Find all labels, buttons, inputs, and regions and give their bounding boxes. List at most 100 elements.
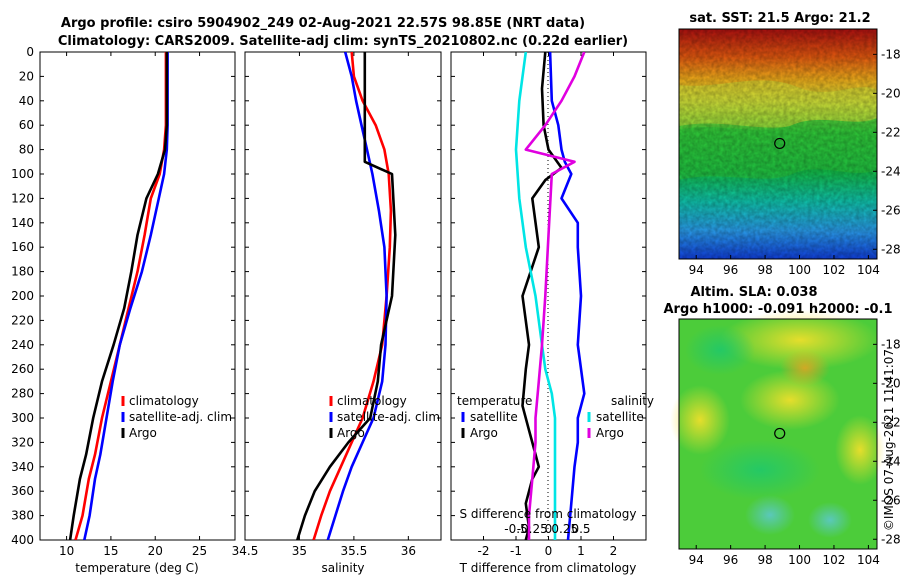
s-tick-label: 0.5 — [571, 522, 590, 536]
temperature-axes — [39, 51, 236, 541]
x-tick-label: 25 — [192, 544, 207, 558]
sst-texture — [679, 29, 877, 259]
series-line-argo — [68, 52, 169, 540]
salinity-xlabel: salinity — [321, 561, 364, 575]
s-tick-label: 0 — [545, 522, 553, 536]
depth-tick-label: 380 — [11, 509, 34, 523]
copyright-text: ©IMOS 07-Aug-2021 11:41:07 — [882, 349, 896, 531]
depth-tick-label: 400 — [11, 533, 34, 547]
x-tick-label: 34.5 — [232, 544, 259, 558]
legend-label-t-satellite: satellite — [470, 410, 518, 424]
x-tick-label: 35.5 — [341, 544, 368, 558]
depth-tick-label: 60 — [19, 118, 34, 132]
x-tick-label: 10 — [59, 544, 74, 558]
salinity-axes — [244, 51, 442, 541]
sla-low-2 — [808, 502, 852, 538]
sst-map-title: sat. SST: 21.5 Argo: 21.2 — [689, 11, 870, 26]
figure-title-line2: Climatology: CARS2009. Satellite-adj cli… — [58, 34, 628, 49]
difference-xlabel: T difference from climatology — [459, 561, 637, 575]
depth-tick-label: 360 — [11, 484, 34, 498]
sla-map-frame — [678, 318, 878, 550]
sst-map-frame — [678, 28, 878, 260]
s-tick-label: 0.25 — [551, 522, 578, 536]
series-line-satellite-adj-clim — [326, 52, 388, 540]
sla-high-west — [670, 385, 730, 455]
depth-tick-label: 180 — [11, 265, 34, 279]
lat-tick-label: -18 — [881, 47, 900, 61]
depth-tick-label: 240 — [11, 338, 34, 352]
x-tick-label: 35 — [292, 544, 307, 558]
legend-label-t-argo: Argo — [470, 426, 498, 440]
depth-tick-label: 20 — [19, 69, 34, 83]
depth-tick-label: 320 — [11, 435, 34, 449]
depth-tick-label: 100 — [11, 167, 34, 181]
x-tick-label: 20 — [148, 544, 163, 558]
lat-tick-label: -22 — [881, 415, 900, 429]
legend-label-climatology: climatology — [337, 394, 407, 408]
series-line-salinity-argo — [524, 52, 586, 540]
sla-low-south — [700, 440, 820, 500]
depth-tick-label: 160 — [11, 240, 34, 254]
x-tick-label: 36 — [401, 544, 416, 558]
depth-tick-label: 200 — [11, 289, 34, 303]
sla-low-nw — [685, 325, 755, 375]
x-tick-label: -2 — [478, 544, 490, 558]
lon-tick-label: 102 — [823, 263, 846, 277]
legend-label-satellite: satellite-adj. clim — [337, 410, 440, 424]
sla-high-north — [720, 310, 880, 370]
lon-tick-label: 102 — [823, 553, 846, 567]
sst-map — [678, 28, 878, 260]
legend-label-climatology: climatology — [129, 394, 199, 408]
depth-tick-label: 220 — [11, 313, 34, 327]
difference-legend: temperature satellite Argo salinity sate… — [457, 394, 654, 440]
s-tick-label: -0.25 — [517, 522, 548, 536]
series-line-climatology — [74, 52, 168, 540]
lat-tick-label: -24 — [881, 164, 900, 178]
depth-tick-label: 340 — [11, 460, 34, 474]
x-tick-label: 15 — [103, 544, 118, 558]
x-tick-label: 1 — [577, 544, 585, 558]
series-line-salinity-satellite — [514, 52, 557, 540]
lat-tick-label: -28 — [881, 532, 900, 546]
depth-tick-label: 0 — [26, 45, 34, 59]
lon-tick-label: 98 — [757, 263, 772, 277]
lon-tick-label: 94 — [689, 553, 704, 567]
series-line-temperature-satellite — [548, 52, 586, 540]
lat-tick-label: -26 — [881, 493, 900, 507]
lat-tick-label: -26 — [881, 203, 900, 217]
sla-high-centre — [740, 370, 840, 430]
lon-tick-label: 104 — [857, 263, 880, 277]
legend-label-satellite: satellite-adj. clim — [129, 410, 232, 424]
s-difference-label: S difference from climatology — [460, 507, 637, 521]
lon-tick-label: 104 — [857, 553, 880, 567]
lon-tick-label: 100 — [788, 553, 811, 567]
sst-float-marker — [774, 137, 786, 150]
lat-tick-label: -28 — [881, 242, 900, 256]
figure-title-line1: Argo profile: csiro 5904902_249 02-Aug-2… — [61, 16, 585, 31]
lat-tick-label: -20 — [881, 86, 900, 100]
lat-tick-label: -22 — [881, 125, 900, 139]
series-line-argo — [296, 52, 397, 540]
sla-map — [670, 310, 885, 550]
lon-tick-label: 94 — [689, 263, 704, 277]
lon-tick-label: 98 — [757, 553, 772, 567]
lat-tick-label: -20 — [881, 376, 900, 390]
legend-label-s-satellite: satellite — [596, 410, 644, 424]
lat-tick-label: -24 — [881, 454, 900, 468]
x-tick-label: 2 — [610, 544, 618, 558]
lon-tick-label: 96 — [723, 263, 738, 277]
sla-low-1 — [745, 495, 795, 535]
legend-label-argo: Argo — [337, 426, 365, 440]
lon-tick-label: 100 — [788, 263, 811, 277]
lon-tick-label: 96 — [723, 553, 738, 567]
depth-tick-label: 40 — [19, 94, 34, 108]
depth-tick-label: 280 — [11, 387, 34, 401]
legend-title-temperature: temperature — [457, 394, 532, 408]
temperature-legend: climatology satellite-adj. clim Argo — [121, 394, 232, 440]
depth-tick-label: 80 — [19, 143, 34, 157]
temperature-xlabel: temperature (deg C) — [75, 561, 198, 575]
x-tick-label: 0 — [545, 544, 553, 558]
sla-map-title1: Altim. SLA: 0.038 — [691, 285, 818, 300]
x-tick-label: -1 — [510, 544, 522, 558]
